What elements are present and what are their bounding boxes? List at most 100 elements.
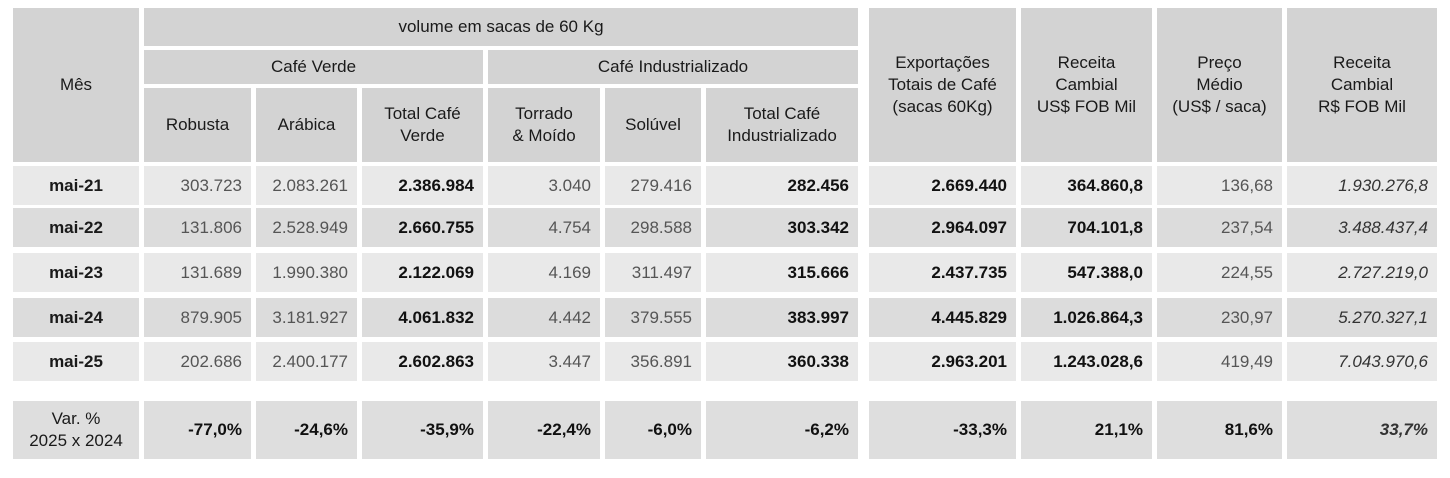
- cell-receita-usd: 364.860,8: [1021, 166, 1152, 205]
- cell-torrado: 3.040: [488, 166, 600, 205]
- cell-total-verde: 4.061.832: [362, 298, 483, 337]
- cell-exportacoes: 2.964.097: [869, 208, 1016, 247]
- header-preco-line2: Médio: [1196, 75, 1243, 94]
- cell-total-ind: 303.342: [706, 208, 858, 247]
- header-total-industrializado: Total Café Industrializado: [706, 88, 858, 162]
- cell-receita-brl: 1.930.276,8: [1287, 166, 1437, 205]
- cell-exportacoes: 2.963.201: [869, 342, 1016, 381]
- row-label: mai-25: [13, 342, 139, 381]
- header-volume-group: volume em sacas de 60 Kg: [144, 8, 858, 46]
- cell-receita-usd: 1.026.864,3: [1021, 298, 1152, 337]
- cell-preco: 419,49: [1157, 342, 1282, 381]
- header-exportacoes-line2: Totais de Café: [888, 75, 997, 94]
- cell-robusta: 202.686: [144, 342, 251, 381]
- row-label: mai-23: [13, 253, 139, 292]
- cell-total-ind: 360.338: [706, 342, 858, 381]
- cell-receita-usd: 547.388,0: [1021, 253, 1152, 292]
- cell-arabica: 2.083.261: [256, 166, 357, 205]
- header-total-ind-line2: Industrializado: [727, 126, 837, 145]
- variation-receita-usd: 21,1%: [1021, 401, 1152, 459]
- header-total-verde: Total Café Verde: [362, 88, 483, 162]
- row-label: mai-22: [13, 208, 139, 247]
- cell-torrado: 4.169: [488, 253, 600, 292]
- header-torrado: Torrado & Moído: [488, 88, 600, 162]
- cell-receita-brl: 2.727.219,0: [1287, 253, 1437, 292]
- cell-total-ind: 282.456: [706, 166, 858, 205]
- variation-soluvel: -6,0%: [605, 401, 701, 459]
- variation-preco: 81,6%: [1157, 401, 1282, 459]
- header-receita-brl-line2: Cambial: [1330, 75, 1394, 94]
- cell-soluvel: 279.416: [605, 166, 701, 205]
- cell-arabica: 3.181.927: [256, 298, 357, 337]
- cell-exportacoes: 4.445.829: [869, 298, 1016, 337]
- variation-robusta: -77,0%: [144, 401, 251, 459]
- cell-robusta: 303.723: [144, 166, 251, 205]
- row-label: mai-21: [13, 166, 139, 205]
- cell-receita-usd: 1.243.028,6: [1021, 342, 1152, 381]
- cell-total-verde: 2.660.755: [362, 208, 483, 247]
- header-torrado-line2: & Moído: [512, 126, 576, 145]
- variation-torrado: -22,4%: [488, 401, 600, 459]
- variation-total-ind: -6,2%: [706, 401, 858, 459]
- cell-preco: 224,55: [1157, 253, 1282, 292]
- header-torrado-line1: Torrado: [515, 104, 573, 123]
- header-cafe-industrializado: Café Industrializado: [488, 50, 858, 84]
- header-receita-usd-line1: Receita: [1057, 53, 1116, 72]
- header-receita-brl-line1: Receita: [1333, 53, 1391, 72]
- header-preco-line3: (US$ / saca): [1172, 97, 1267, 116]
- header-exportacoes: Exportações Totais de Café (sacas 60Kg): [869, 8, 1016, 162]
- cell-soluvel: 311.497: [605, 253, 701, 292]
- header-total-verde-line1: Total Café: [384, 104, 461, 123]
- header-receita-brl-line3: R$ FOB Mil: [1318, 97, 1406, 116]
- header-total-ind-line1: Total Café: [743, 104, 821, 123]
- cell-soluvel: 379.555: [605, 298, 701, 337]
- header-exportacoes-line1: Exportações: [895, 53, 990, 72]
- header-total-verde-line2: Verde: [400, 126, 445, 145]
- header-mes: Mês: [13, 8, 139, 162]
- cell-preco: 237,54: [1157, 208, 1282, 247]
- variation-label-line2: 2025 x 2024: [29, 431, 123, 450]
- cell-preco: 136,68: [1157, 166, 1282, 205]
- cell-torrado: 4.754: [488, 208, 600, 247]
- cell-receita-usd: 704.101,8: [1021, 208, 1152, 247]
- header-soluvel: Solúvel: [605, 88, 701, 162]
- header-preco-line1: Preço: [1197, 53, 1242, 72]
- cell-torrado: 4.442: [488, 298, 600, 337]
- header-cafe-verde: Café Verde: [144, 50, 483, 84]
- header-robusta: Robusta: [144, 88, 251, 162]
- cell-soluvel: 298.588: [605, 208, 701, 247]
- cell-exportacoes: 2.437.735: [869, 253, 1016, 292]
- variation-receita-brl: 33,7%: [1287, 401, 1437, 459]
- variation-exportacoes: -33,3%: [869, 401, 1016, 459]
- header-arabica: Arábica: [256, 88, 357, 162]
- cell-receita-brl: 3.488.437,4: [1287, 208, 1437, 247]
- row-label: mai-24: [13, 298, 139, 337]
- cell-preco: 230,97: [1157, 298, 1282, 337]
- header-receita-usd: Receita Cambial US$ FOB Mil: [1021, 8, 1152, 162]
- variation-total-verde: -35,9%: [362, 401, 483, 459]
- cell-soluvel: 356.891: [605, 342, 701, 381]
- header-receita-usd-line2: Cambial: [1055, 75, 1118, 94]
- variation-label: Var. % 2025 x 2024: [13, 401, 139, 459]
- cell-exportacoes: 2.669.440: [869, 166, 1016, 205]
- cell-total-ind: 383.997: [706, 298, 858, 337]
- header-exportacoes-line3: (sacas 60Kg): [892, 97, 993, 116]
- cell-arabica: 2.400.177: [256, 342, 357, 381]
- variation-label-line1: Var. %: [51, 409, 101, 428]
- cell-arabica: 1.990.380: [256, 253, 357, 292]
- variation-arabica: -24,6%: [256, 401, 357, 459]
- cell-receita-brl: 7.043.970,6: [1287, 342, 1437, 381]
- header-receita-brl: Receita Cambial R$ FOB Mil: [1287, 8, 1437, 162]
- header-preco-medio: Preço Médio (US$ / saca): [1157, 8, 1282, 162]
- cell-receita-brl: 5.270.327,1: [1287, 298, 1437, 337]
- cell-total-verde: 2.602.863: [362, 342, 483, 381]
- cell-total-ind: 315.666: [706, 253, 858, 292]
- cell-robusta: 879.905: [144, 298, 251, 337]
- cell-total-verde: 2.122.069: [362, 253, 483, 292]
- cell-torrado: 3.447: [488, 342, 600, 381]
- cell-arabica: 2.528.949: [256, 208, 357, 247]
- header-receita-usd-line3: US$ FOB Mil: [1036, 97, 1137, 116]
- cell-robusta: 131.806: [144, 208, 251, 247]
- cell-total-verde: 2.386.984: [362, 166, 483, 205]
- cell-robusta: 131.689: [144, 253, 251, 292]
